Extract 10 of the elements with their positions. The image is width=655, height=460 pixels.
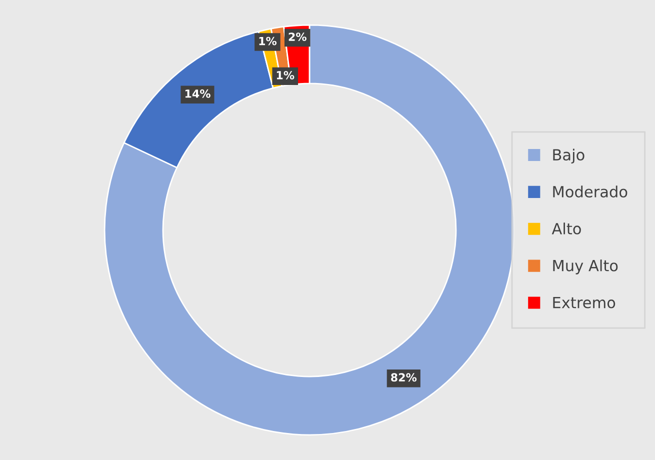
legend-label: Muy Alto (553, 260, 618, 274)
data-label: 1% (276, 71, 294, 80)
data-label: 2% (288, 32, 306, 41)
legend-label: Bajo (553, 148, 584, 164)
data-label: 1% (259, 36, 277, 46)
data-label: 14% (185, 89, 210, 98)
legend-label: Moderado (553, 186, 628, 198)
data-label: 82% (391, 373, 417, 382)
legend-label: Alto (552, 222, 581, 234)
legend-label: Extremo (553, 296, 616, 308)
